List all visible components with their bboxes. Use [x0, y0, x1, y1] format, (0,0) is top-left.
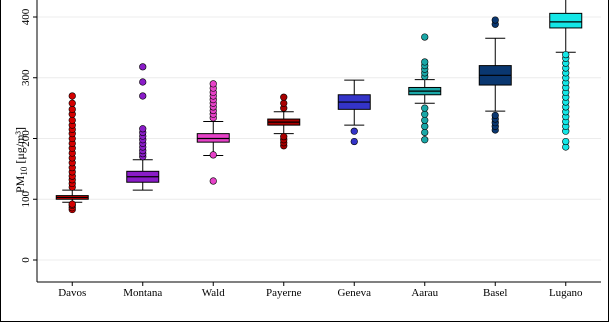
outlier-point — [562, 137, 570, 146]
x-axis: Davos Montana Wald Payerne Geneva Aarau Basel L… — [37, 281, 601, 299]
box-payerne — [267, 93, 301, 150]
y-axis-label-unit: [μg/m³] — [13, 127, 27, 167]
x-tick-label-basel: Basel — [483, 287, 507, 299]
y-tick-label: 200 — [20, 130, 32, 147]
outlier-point — [421, 33, 429, 41]
gridlines — [37, 16, 601, 261]
boxes — [55, 0, 583, 214]
outlier-point — [421, 58, 429, 66]
outlier-point — [421, 122, 429, 130]
y-tick-label: 0 — [20, 257, 32, 263]
y-tick-label: 400 — [20, 8, 32, 25]
outlier-point — [491, 16, 499, 24]
y-axis-label: PM10 [μg/m³] — [13, 127, 29, 193]
outlier-point — [421, 116, 429, 124]
outlier-point — [421, 104, 429, 112]
x-tick-label-geneva: Geneva — [337, 287, 371, 299]
outlier-point — [139, 92, 147, 100]
box-lugano — [549, 0, 583, 151]
box-aarau — [408, 33, 442, 144]
y-tick-label: 300 — [20, 69, 32, 86]
outlier-point — [421, 136, 429, 144]
box-iqr — [196, 133, 230, 143]
outlier-point — [280, 99, 288, 107]
y-tick-label: 100 — [20, 191, 32, 208]
y-axis-label-sub: 10 — [19, 166, 29, 176]
outlier-point — [280, 133, 288, 141]
y-axis-label-main: PM — [13, 175, 27, 193]
y-axis: 0 100 200 300 400 — [20, 0, 38, 282]
outlier-point — [68, 105, 76, 113]
outlier-point — [491, 111, 499, 120]
box-geneva — [337, 79, 371, 146]
outlier-point — [68, 99, 76, 107]
outlier-point — [209, 177, 217, 185]
x-tick-label-montana: Montana — [123, 287, 162, 299]
outlier-point — [421, 128, 429, 137]
x-tick-label-davos: Davos — [58, 287, 86, 299]
x-tick-label-lugano: Lugano — [549, 287, 583, 299]
outlier-point — [421, 110, 429, 118]
box-iqr — [549, 12, 583, 29]
box-davos — [55, 92, 89, 214]
box-montana — [126, 63, 160, 191]
outlier-point — [350, 127, 358, 135]
outlier-point — [68, 92, 76, 100]
outlier-point — [209, 151, 217, 159]
outlier-point — [280, 93, 288, 101]
x-tick-label-payerne: Payerne — [266, 287, 302, 299]
box-wald — [196, 80, 230, 185]
outlier-point — [562, 51, 570, 59]
outlier-point — [68, 200, 76, 208]
outlier-point — [139, 63, 147, 71]
outlier-point — [350, 137, 358, 146]
x-tick-label-aarau: Aarau — [411, 287, 438, 299]
x-tick-label-wald: Wald — [202, 287, 225, 299]
box-basel — [478, 16, 512, 134]
outlier-point — [139, 78, 147, 86]
outlier-point — [209, 80, 217, 88]
outlier-point — [139, 125, 147, 133]
outlier-point — [68, 116, 76, 124]
